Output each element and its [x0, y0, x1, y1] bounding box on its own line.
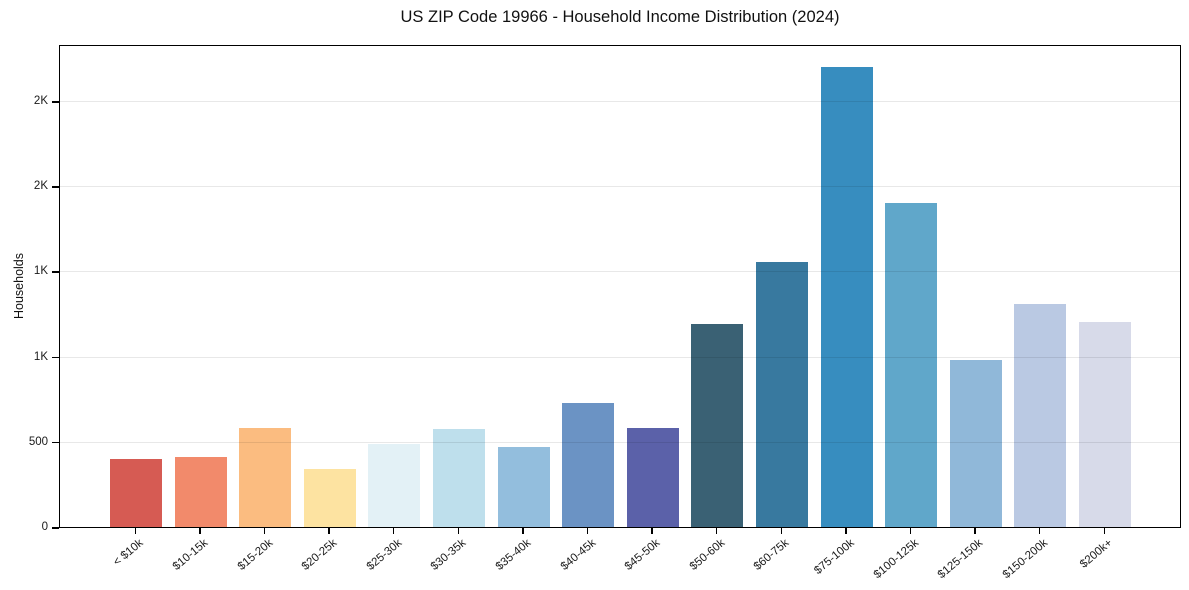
x-axis-tick: [1038, 528, 1041, 534]
bar-50-60k: [691, 324, 744, 527]
x-axis-tick: [586, 528, 589, 534]
bar-200k: [1079, 321, 1131, 527]
bar-35-40k: [497, 446, 550, 527]
x-tick-label: $20-25k: [299, 537, 340, 573]
x-axis-tick: [974, 528, 976, 534]
x-tick-label: $75-100k: [811, 537, 857, 578]
x-axis-tick: [392, 528, 395, 534]
x-axis-tick: [780, 528, 782, 534]
bar-10k: [110, 458, 162, 527]
gridline: [60, 356, 1180, 358]
bar-20-25k: [303, 469, 356, 527]
x-tick-label: $100-125k: [871, 537, 921, 582]
bar-125-150k: [949, 360, 1002, 527]
bar-60-75k: [756, 262, 808, 527]
bar-150-200k: [1014, 303, 1067, 527]
y-axis-tick: [52, 356, 59, 359]
y-tick-label: 1K: [33, 350, 48, 363]
x-tick-label: $200k+: [1077, 537, 1115, 571]
x-tick-label: $40-45k: [558, 537, 598, 573]
x-axis-tick: [909, 528, 912, 534]
x-axis-tick: [845, 528, 847, 534]
bar-40-45k: [562, 403, 615, 527]
x-axis-tick: [651, 528, 653, 534]
x-tick-label: $35-40k: [493, 537, 534, 573]
chart-title: US ZIP Code 19966 - Household Income Dis…: [400, 8, 840, 26]
x-axis-tick: [199, 528, 201, 534]
y-axis-tick: [52, 101, 59, 103]
x-tick-label: $30-35k: [429, 537, 469, 573]
gridline: [60, 441, 1180, 443]
y-axis-tick: [52, 527, 59, 529]
bar-45-50k: [626, 428, 679, 527]
x-tick-label: $45-50k: [622, 537, 663, 573]
x-tick-label: $50-60k: [687, 537, 728, 573]
y-axis-tick: [52, 271, 59, 273]
bar-15-20k: [239, 428, 292, 527]
x-tick-label: $15-20k: [235, 537, 275, 573]
x-tick-label: $125-150k: [936, 537, 986, 582]
gridline: [60, 271, 1180, 273]
y-axis-tick: [52, 186, 59, 188]
bar-30-35k: [433, 429, 485, 527]
x-axis-tick: [1103, 528, 1105, 534]
y-tick-label: 1K: [33, 265, 48, 278]
x-tick-label: $150-200k: [1000, 537, 1051, 582]
gridline: [60, 101, 1180, 103]
x-tick-label: $25-30k: [364, 537, 405, 573]
y-tick-label: 2K: [33, 180, 48, 193]
bar-75-100k: [820, 67, 873, 527]
x-tick-label: $10-15k: [170, 537, 211, 573]
x-axis-tick: [457, 528, 459, 534]
y-tick-label: 2K: [33, 95, 48, 108]
x-axis-tick: [715, 528, 718, 534]
y-tick-label: 500: [28, 435, 48, 448]
bar-10-15k: [174, 457, 227, 527]
x-axis-tick: [134, 528, 136, 534]
bar-100-125k: [885, 203, 938, 527]
x-axis-tick: [263, 528, 266, 534]
y-axis-label: Households: [12, 252, 26, 320]
x-tick-label: < $10k: [111, 537, 146, 569]
y-tick-label: 0: [41, 521, 48, 533]
x-axis-tick: [522, 528, 524, 534]
x-axis-tick: [328, 528, 330, 534]
y-axis-tick: [52, 441, 59, 444]
gridline: [60, 186, 1180, 188]
x-tick-label: $60-75k: [752, 537, 792, 573]
plot-area: [59, 45, 1181, 528]
bar-25-30k: [368, 444, 421, 527]
